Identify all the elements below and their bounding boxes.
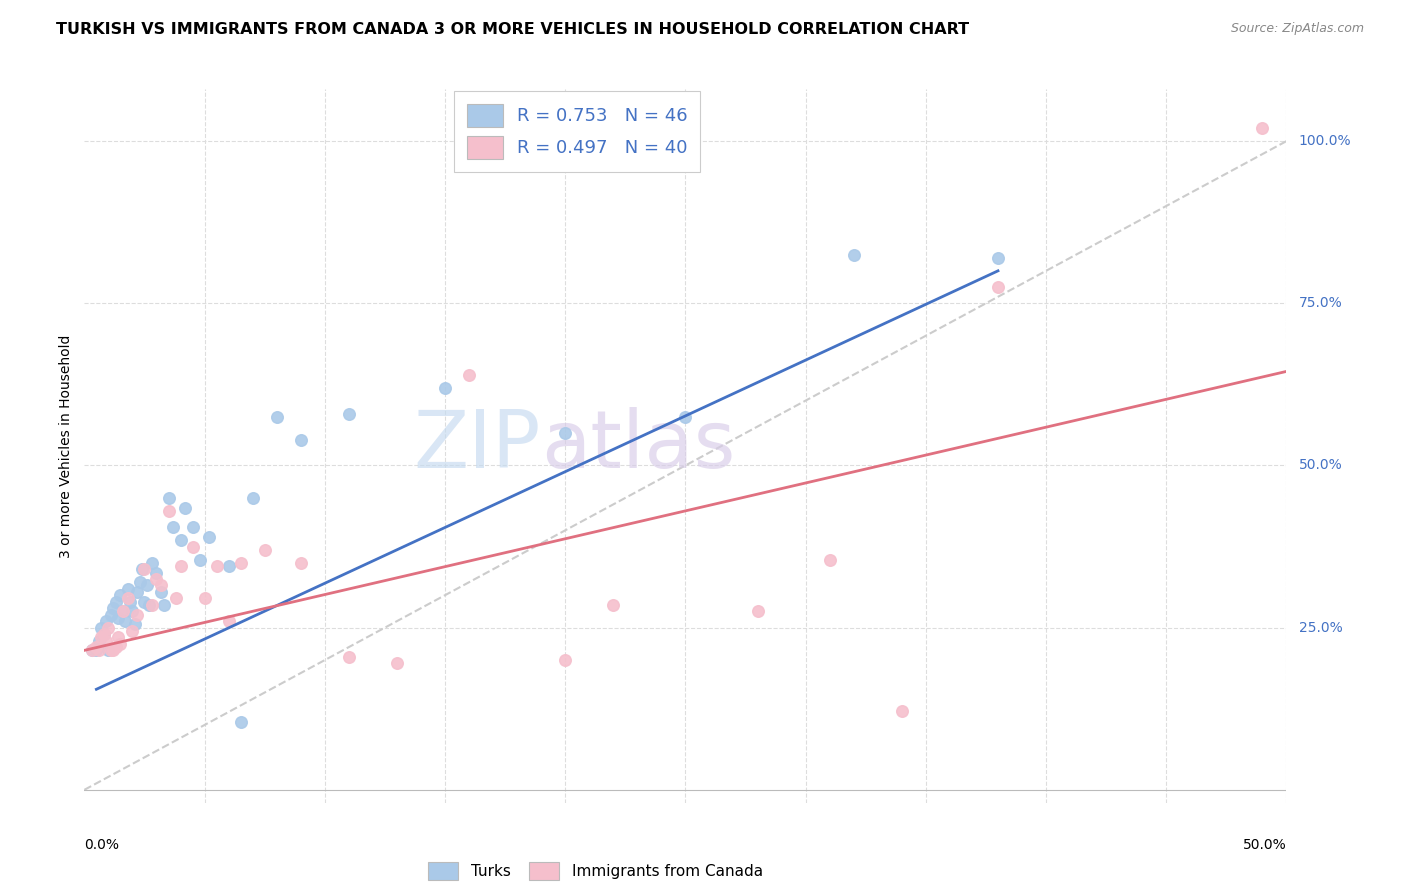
- Point: [169, 533, 191, 547]
- Point: [602, 598, 624, 612]
- Point: [121, 604, 143, 618]
- Point: [554, 425, 576, 440]
- Point: [337, 649, 360, 664]
- Point: [97, 621, 120, 635]
- Point: [181, 540, 204, 554]
- Text: 100.0%: 100.0%: [1299, 134, 1351, 148]
- Point: [86, 640, 108, 654]
- Point: [107, 631, 129, 645]
- Point: [90, 621, 112, 635]
- Point: [103, 643, 125, 657]
- Point: [198, 530, 221, 544]
- Point: [987, 280, 1010, 294]
- Point: [134, 595, 156, 609]
- Point: [94, 614, 117, 628]
- Legend: Turks, Immigrants from Canada: Turks, Immigrants from Canada: [420, 854, 770, 888]
- Point: [266, 409, 288, 424]
- Point: [80, 643, 103, 657]
- Point: [110, 588, 132, 602]
- Point: [337, 407, 360, 421]
- Point: [157, 504, 180, 518]
- Point: [90, 631, 112, 645]
- Point: [141, 556, 163, 570]
- Point: [134, 562, 156, 576]
- Point: [107, 611, 129, 625]
- Point: [127, 585, 149, 599]
- Text: TURKISH VS IMMIGRANTS FROM CANADA 3 OR MORE VEHICLES IN HOUSEHOLD CORRELATION CH: TURKISH VS IMMIGRANTS FROM CANADA 3 OR M…: [56, 22, 969, 37]
- Point: [100, 607, 122, 622]
- Point: [117, 582, 139, 596]
- Point: [86, 643, 108, 657]
- Point: [290, 556, 312, 570]
- Text: ZIP: ZIP: [413, 407, 541, 485]
- Point: [152, 598, 174, 612]
- Point: [111, 604, 134, 618]
- Point: [135, 578, 157, 592]
- Point: [987, 251, 1010, 265]
- Point: [229, 556, 252, 570]
- Point: [138, 598, 160, 612]
- Text: 75.0%: 75.0%: [1299, 296, 1343, 310]
- Text: 50.0%: 50.0%: [1299, 458, 1343, 473]
- Point: [218, 559, 240, 574]
- Point: [131, 562, 153, 576]
- Point: [150, 578, 173, 592]
- Text: atlas: atlas: [541, 407, 735, 485]
- Point: [93, 627, 115, 641]
- Point: [253, 542, 276, 557]
- Point: [150, 585, 173, 599]
- Point: [188, 552, 211, 566]
- Point: [890, 704, 912, 718]
- Point: [103, 601, 125, 615]
- Point: [229, 714, 252, 729]
- Point: [162, 520, 184, 534]
- Point: [94, 633, 117, 648]
- Y-axis label: 3 or more Vehicles in Household: 3 or more Vehicles in Household: [59, 334, 73, 558]
- Point: [141, 598, 163, 612]
- Point: [1251, 121, 1274, 136]
- Point: [145, 572, 167, 586]
- Point: [675, 409, 697, 424]
- Point: [114, 614, 136, 628]
- Point: [218, 614, 240, 628]
- Point: [87, 633, 110, 648]
- Point: [93, 627, 115, 641]
- Point: [117, 591, 139, 606]
- Text: Source: ZipAtlas.com: Source: ZipAtlas.com: [1230, 22, 1364, 36]
- Point: [111, 604, 134, 618]
- Point: [747, 604, 769, 618]
- Point: [554, 653, 576, 667]
- Point: [458, 368, 481, 382]
- Point: [97, 643, 120, 657]
- Point: [104, 595, 127, 609]
- Point: [110, 637, 132, 651]
- Point: [205, 559, 228, 574]
- Point: [169, 559, 191, 574]
- Point: [842, 247, 865, 261]
- Point: [194, 591, 217, 606]
- Point: [181, 520, 204, 534]
- Point: [145, 566, 167, 580]
- Text: 50.0%: 50.0%: [1243, 838, 1286, 853]
- Point: [242, 491, 264, 505]
- Point: [128, 575, 150, 590]
- Point: [165, 591, 187, 606]
- Point: [157, 491, 180, 505]
- Point: [80, 643, 103, 657]
- Point: [127, 607, 149, 622]
- Point: [290, 433, 312, 447]
- Point: [124, 617, 146, 632]
- Point: [104, 640, 127, 654]
- Text: 25.0%: 25.0%: [1299, 621, 1343, 634]
- Point: [118, 595, 141, 609]
- Text: 0.0%: 0.0%: [84, 838, 120, 853]
- Point: [174, 500, 197, 515]
- Point: [121, 624, 143, 638]
- Point: [818, 552, 841, 566]
- Point: [385, 657, 408, 671]
- Point: [434, 381, 457, 395]
- Point: [87, 643, 110, 657]
- Point: [100, 643, 122, 657]
